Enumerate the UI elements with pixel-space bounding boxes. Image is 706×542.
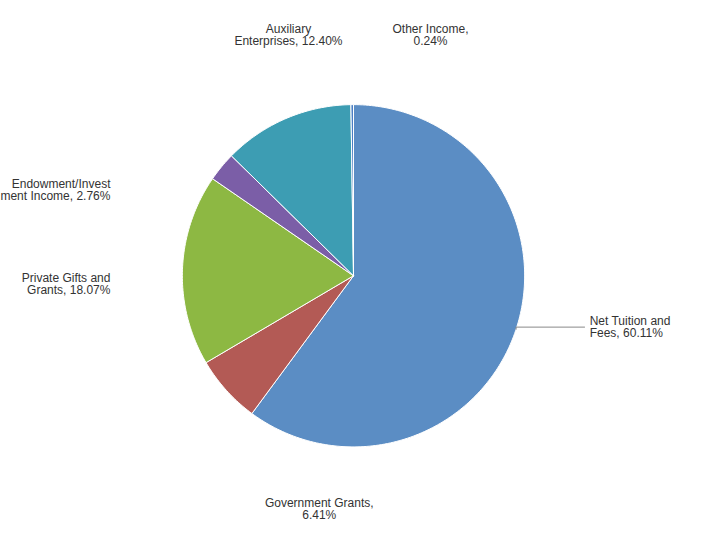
svg-text:Other Income,0.24%: Other Income,0.24%: [393, 22, 469, 48]
svg-text:Endowment/Investment Income, 2: Endowment/Investment Income, 2.76%: [0, 177, 111, 203]
svg-text:Private Gifts andGrants, 18.07: Private Gifts andGrants, 18.07%: [22, 271, 111, 297]
svg-text:AuxiliaryEnterprises, 12.40%: AuxiliaryEnterprises, 12.40%: [234, 22, 342, 48]
svg-text:Government Grants,6.41%: Government Grants,6.41%: [265, 496, 374, 522]
svg-text:Net Tuition andFees, 60.11%: Net Tuition andFees, 60.11%: [590, 314, 671, 340]
